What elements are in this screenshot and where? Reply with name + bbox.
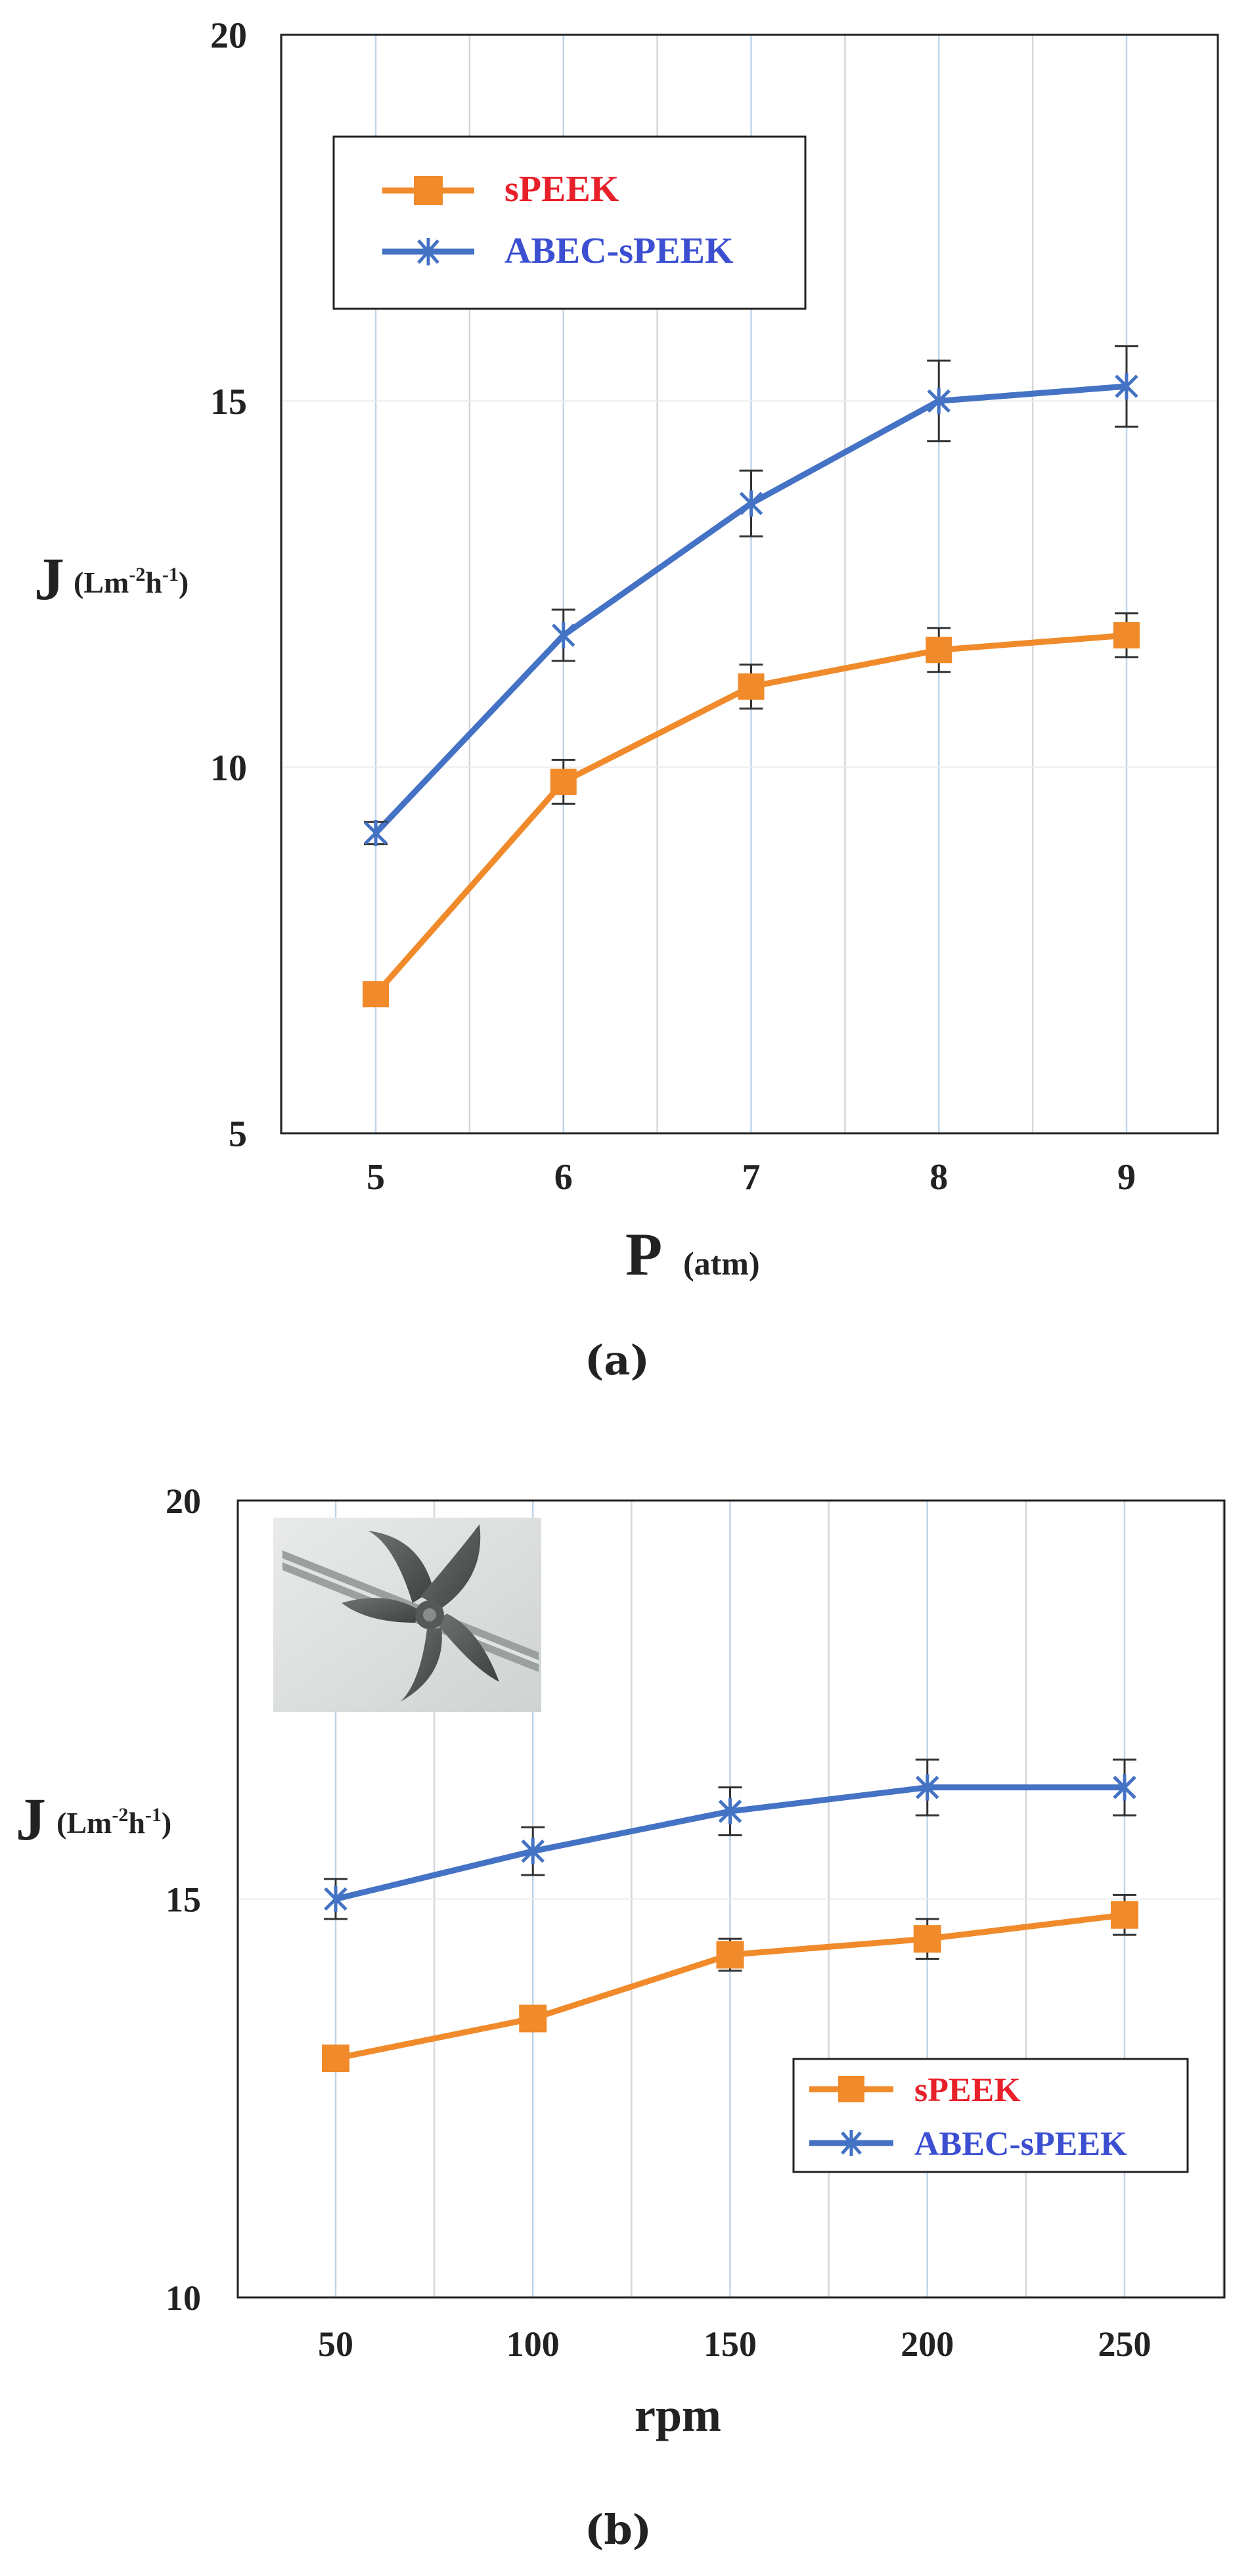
x-axis-label-b: rpm xyxy=(635,2389,721,2441)
data-point xyxy=(927,388,951,415)
x-axis-label-a: P xyxy=(625,1221,662,1288)
impeller-photo xyxy=(273,1518,541,1712)
legend-a-abec-label: ABEC-sPEEK xyxy=(504,231,734,271)
y-ticks-b: 10 15 20 xyxy=(166,1481,201,2318)
data-point xyxy=(1113,1774,1136,1801)
legend-a: sPEEK ABEC-sPEEK xyxy=(332,135,807,310)
legend-b-abec-label: ABEC-sPEEK xyxy=(914,2125,1127,2163)
x-axis-unit-a: (atm) xyxy=(683,1245,760,1282)
plot-area-b xyxy=(236,1499,1226,2299)
series-abec-speek xyxy=(364,345,1138,846)
data-point xyxy=(324,1886,347,1912)
x-tick-label: 100 xyxy=(506,2324,560,2364)
x-tick-label: 9 xyxy=(1117,1157,1136,1198)
series-group-b xyxy=(322,1758,1138,2073)
y-tick-label: 10 xyxy=(166,2278,201,2318)
legend-b-speek-marker xyxy=(838,2076,864,2102)
data-point xyxy=(363,981,389,1008)
legend-a-speek: sPEEK xyxy=(382,169,619,210)
x-tick-label: 7 xyxy=(742,1157,761,1198)
data-point xyxy=(926,637,952,664)
series-speek xyxy=(363,612,1140,1008)
panel-label-b: (b) xyxy=(585,2506,652,2554)
legend-box-a xyxy=(332,135,807,310)
legend-b: sPEEK ABEC-sPEEK xyxy=(792,2058,1189,2173)
x-tick-label: 200 xyxy=(901,2324,954,2364)
y-tick-label: 5 xyxy=(229,1114,247,1155)
data-point xyxy=(1111,1901,1138,1929)
data-point xyxy=(322,2045,349,2073)
x-ticks-b: 50 100 150 200 250 xyxy=(318,2324,1151,2364)
data-point xyxy=(739,490,763,517)
chart-panel-a: 5 10 15 20 5 6 7 8 9 sPEEK ABEC-sPEEK J xyxy=(34,16,1219,1384)
legend-b-speek-label: sPEEK xyxy=(914,2071,1021,2109)
y-tick-label: 20 xyxy=(166,1481,201,1521)
y-axis-unit-a: (Lm-2h-1) xyxy=(74,564,189,599)
data-point xyxy=(913,1925,941,1953)
legend-b-abec: ABEC-sPEEK xyxy=(809,2125,1127,2163)
legend-a-speek-label: sPEEK xyxy=(504,169,619,210)
y-tick-label: 15 xyxy=(166,1880,201,1919)
panel-label-a: (a) xyxy=(585,1336,650,1384)
data-point xyxy=(1115,373,1138,400)
data-point xyxy=(718,1798,742,1825)
y-axis-label-b: J xyxy=(16,1786,46,1853)
y-tick-label: 20 xyxy=(210,16,247,56)
chart-panel-b: 10 15 20 50 100 150 200 250 xyxy=(16,1481,1226,2554)
x-tick-label: 150 xyxy=(704,2324,757,2364)
series-group-a xyxy=(363,345,1140,1008)
x-tick-label: 250 xyxy=(1098,2324,1151,2364)
x-ticks-a: 5 6 7 8 9 xyxy=(367,1157,1136,1198)
plot-area-a xyxy=(280,34,1219,1135)
data-point xyxy=(1113,622,1140,649)
y-axis-label-a: J xyxy=(34,545,64,612)
data-point xyxy=(550,768,577,795)
series-abec-speek xyxy=(324,1758,1136,1920)
x-tick-label: 8 xyxy=(929,1157,948,1198)
y-ticks-a: 5 10 15 20 xyxy=(210,16,247,1155)
data-point xyxy=(738,673,765,700)
x-tick-label: 5 xyxy=(367,1157,385,1198)
series-speek xyxy=(322,1893,1138,2073)
data-point xyxy=(519,2004,547,2033)
data-point xyxy=(521,1838,545,1864)
data-point xyxy=(364,819,388,846)
data-point xyxy=(551,622,575,649)
legend-b-abec-marker xyxy=(841,2130,862,2156)
legend-a-speek-marker xyxy=(414,176,443,205)
y-tick-label: 15 xyxy=(210,382,247,422)
x-tick-label: 50 xyxy=(318,2324,353,2364)
data-point xyxy=(716,1941,744,1969)
data-point xyxy=(915,1774,939,1801)
legend-a-abec-marker xyxy=(417,238,439,265)
legend-b-speek: sPEEK xyxy=(809,2071,1021,2109)
legend-a-abec: ABEC-sPEEK xyxy=(382,231,734,271)
x-tick-label: 6 xyxy=(554,1157,573,1198)
y-axis-unit-b: (Lm-2h-1) xyxy=(56,1804,171,1840)
y-tick-label: 10 xyxy=(210,748,247,788)
